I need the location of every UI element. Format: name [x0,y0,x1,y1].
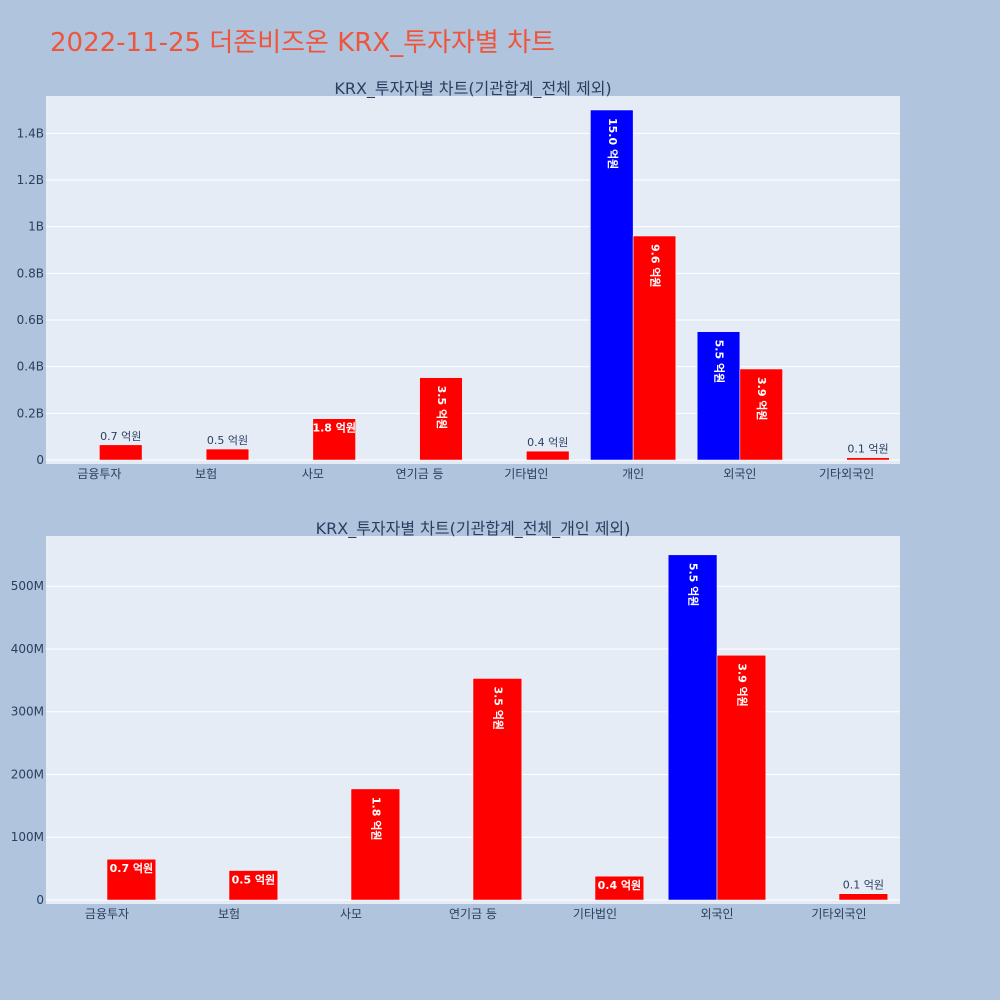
data-label: 3.9 억원 [735,663,749,707]
page-title: 2022-11-25 더존비즈온 KRX_투자자별 차트 [50,28,555,58]
x-tick-label: 기타외국인 [819,467,874,481]
y-tick-label: 100M [11,830,44,844]
x-tick-label: 기타외국인 [811,907,866,921]
y-tick-label: 1.4B [17,126,44,140]
x-tick-label: 개인 [622,467,644,481]
bar [99,444,143,461]
data-label: 5.5 억원 [687,563,701,607]
data-label: 0.5 억원 [207,434,248,447]
chart-institution-individual-excluded: 0 100M 200M 300M 400M 500M KRX_투자자별 차트(기관합계_전체… [11,519,900,921]
data-label: 0.4 억원 [598,878,642,892]
bar [350,788,401,901]
chart-title: KRX_투자자별 차트(기관합계_전체_개인 제외) [316,519,631,539]
bar [312,418,356,461]
bar [472,678,523,901]
y-tick-label: 1.2B [17,173,44,187]
chart-institution-excluded: 0 0.2B 0.4B 0.6B 0.8B 1B 1.2B 1.4B KRX_투자자별 차트(기… [17,79,900,481]
y-tick-label: 0 [36,453,44,467]
bar [526,450,570,461]
x-tick-label: 사모 [302,467,324,481]
x-tick-label: 보험 [218,907,240,921]
bar [632,235,677,461]
y-tick-label: 0.4B [17,360,44,374]
data-label: 5.5 억원 [713,340,727,384]
x-tick-label: 기타법인 [573,907,617,921]
data-label: 1.8 억원 [312,421,356,435]
y-tick-label: 300M [11,705,44,719]
bar [667,554,718,901]
x-tick-label: 기타법인 [504,467,548,481]
x-tick-label: 외국인 [700,907,733,921]
data-label: 3.5 억원 [435,386,449,430]
data-label: 15.0 억원 [606,118,620,169]
bar [696,331,741,461]
data-label: 0.4 억원 [527,436,568,449]
x-tick-label: 금융투자 [85,907,129,921]
bar [419,377,463,461]
y-tick-label: 0.2B [17,406,44,420]
y-tick-label: 0 [36,893,44,907]
y-tick-label: 0.6B [17,313,44,327]
chart-title: KRX_투자자별 차트(기관합계_전체 제외) [334,79,611,99]
bar [228,870,279,901]
bar [846,457,890,461]
data-label: 3.9 억원 [755,377,769,421]
x-tick-label: 외국인 [723,467,756,481]
x-tick-label: 보험 [195,467,217,481]
bar [838,893,889,901]
bar [716,654,767,901]
y-tick-label: 0.8B [17,266,44,280]
x-tick-label: 사모 [340,907,362,921]
bar [594,875,645,901]
bar [106,858,157,901]
y-tick-label: 200M [11,767,44,781]
x-tick-label: 연기금 등 [449,907,497,921]
data-label: 0.5 억원 [232,873,276,887]
bar [590,109,634,461]
bar [205,448,250,461]
y-tick-label: 1B [28,220,44,234]
bar [739,368,783,461]
data-label: 3.5 억원 [491,686,505,730]
data-label: 1.8 억원 [369,797,383,841]
y-tick-label: 400M [11,642,44,656]
y-tick-label: 500M [11,579,44,593]
data-label: 0.7 억원 [110,861,154,875]
x-tick-label: 연기금 등 [396,467,444,481]
data-label: 0.7 억원 [100,430,141,443]
data-label: 0.1 억원 [847,443,888,456]
data-label: 9.6 억원 [648,244,662,288]
data-label: 0.1 억원 [843,879,884,892]
x-tick-label: 금융투자 [77,467,121,481]
